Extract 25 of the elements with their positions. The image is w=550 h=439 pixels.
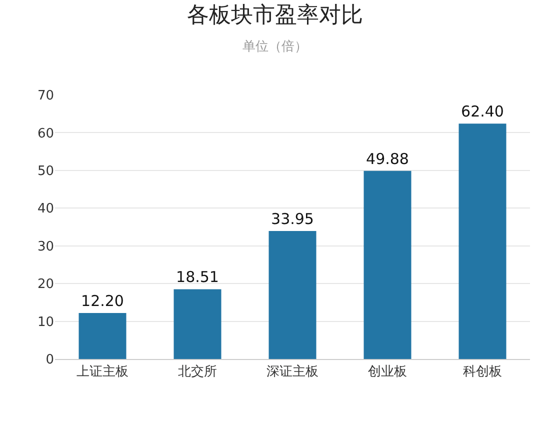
y-tick-label: 10 bbox=[37, 314, 54, 330]
data-label: 49.88 bbox=[366, 150, 409, 168]
bar bbox=[174, 289, 222, 359]
bar bbox=[364, 170, 412, 359]
y-tick-label: 50 bbox=[37, 164, 54, 179]
bar bbox=[458, 124, 506, 359]
chart-title: 各板块市盈率对比 bbox=[187, 2, 363, 28]
x-tick-label: 科创板 bbox=[463, 364, 502, 380]
x-tick-label: 创业板 bbox=[368, 364, 407, 380]
data-label: 12.20 bbox=[81, 292, 124, 310]
y-tick-label: 40 bbox=[37, 202, 54, 217]
data-label: 62.40 bbox=[461, 102, 504, 121]
x-tick-label: 上证主板 bbox=[76, 364, 128, 380]
bar bbox=[268, 230, 316, 359]
chart-subtitle: 单位（倍） bbox=[242, 40, 308, 55]
bar bbox=[78, 312, 126, 359]
x-tick-label: 北交所 bbox=[178, 364, 217, 380]
y-tick-label: 20 bbox=[37, 277, 54, 292]
data-label: 33.95 bbox=[271, 210, 314, 228]
x-tick-label: 深证主板 bbox=[266, 364, 318, 380]
y-tick-label: 30 bbox=[37, 239, 54, 254]
y-tick-label: 60 bbox=[37, 126, 54, 142]
y-tick-label: 70 bbox=[37, 88, 54, 104]
y-tick-label: 0 bbox=[46, 352, 54, 368]
data-label: 18.51 bbox=[176, 268, 219, 286]
